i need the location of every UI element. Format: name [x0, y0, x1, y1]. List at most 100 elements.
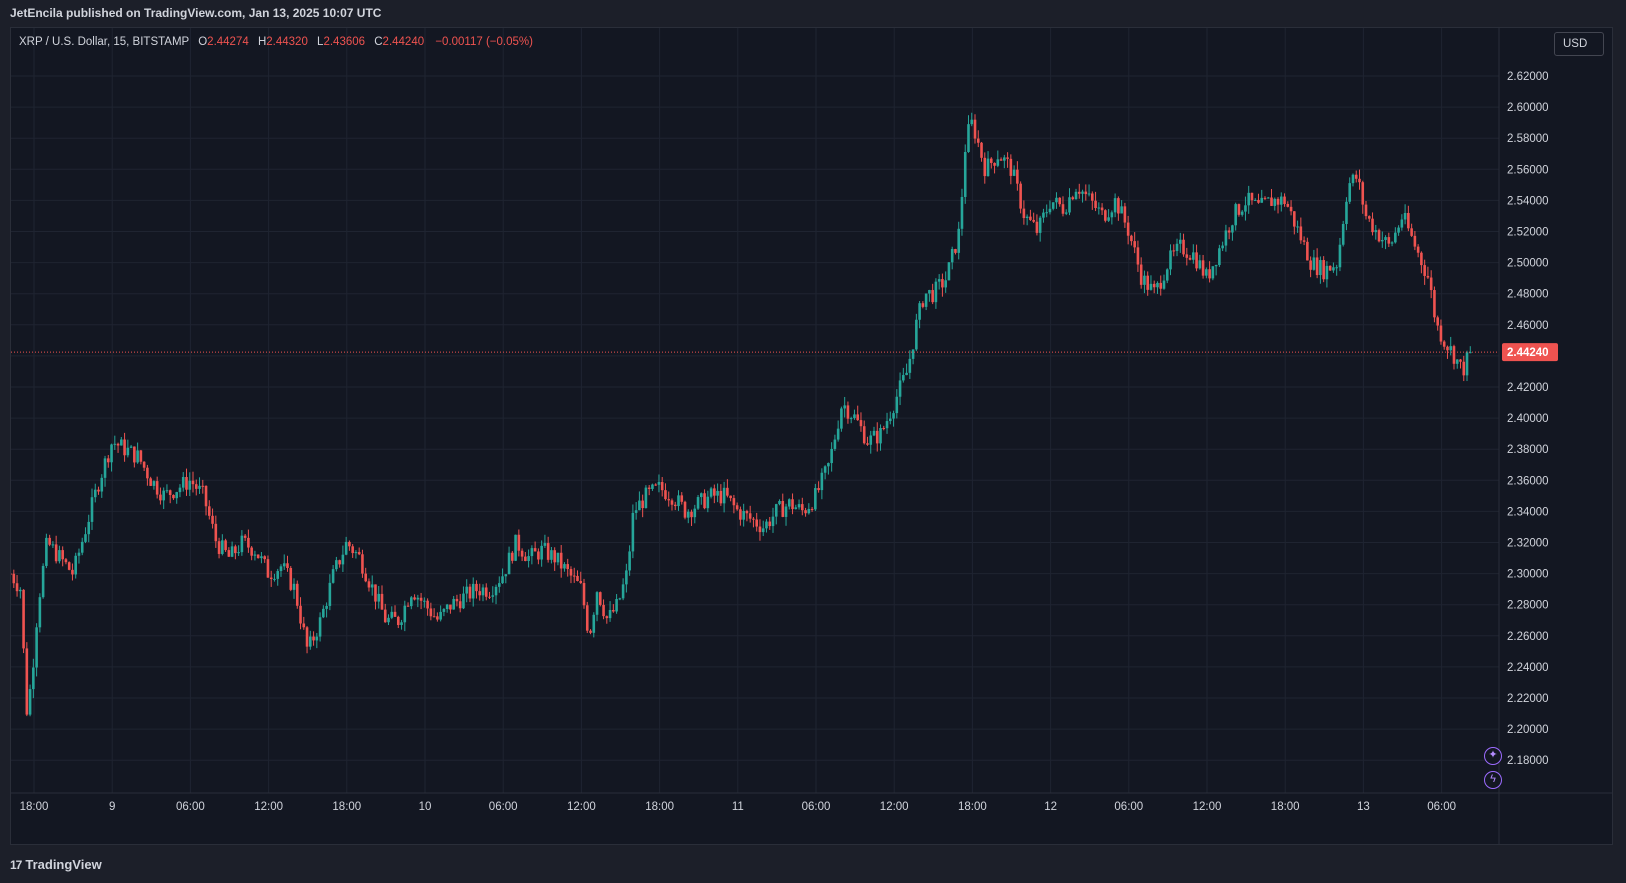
- candle-body: [670, 500, 674, 505]
- candle-body: [810, 508, 814, 510]
- candle-body: [957, 228, 961, 253]
- candle-body: [28, 689, 32, 715]
- candle-body: [1169, 250, 1172, 270]
- candle-body: [1081, 191, 1084, 194]
- candle-body: [312, 636, 315, 641]
- candle-body: [325, 605, 328, 609]
- candle-body: [211, 515, 214, 524]
- candle-body: [1175, 243, 1179, 251]
- candle-body: [1403, 212, 1407, 220]
- candle-body: [980, 142, 983, 158]
- candle-body: [905, 372, 908, 376]
- publisher-header: JetEncila published on TradingView.com, …: [10, 6, 382, 20]
- candle-body: [1172, 250, 1176, 252]
- y-tick-label: 2.56000: [1507, 164, 1549, 176]
- candle-body: [253, 554, 257, 556]
- candle-body: [12, 573, 16, 584]
- lightning-icon[interactable]: ϟ: [1484, 771, 1502, 789]
- candle-body: [282, 563, 286, 567]
- y-tick-label: 2.54000: [1507, 195, 1549, 207]
- candle-body: [181, 476, 185, 488]
- candle-body: [1156, 282, 1159, 288]
- candle-body: [693, 508, 697, 518]
- candle-body: [576, 575, 579, 582]
- chart-frame[interactable]: XRP / U.S. Dollar, 15, BITSTAMP O2.44274…: [10, 27, 1613, 845]
- candle-body: [1260, 197, 1264, 203]
- candle-body: [647, 487, 651, 489]
- currency-button[interactable]: USD: [1554, 32, 1604, 56]
- candle-body: [719, 490, 723, 504]
- y-tick-label: 2.28000: [1507, 600, 1549, 612]
- candle-body: [1120, 206, 1123, 214]
- candle-body: [1400, 219, 1404, 228]
- candle-body: [351, 546, 354, 554]
- tradingview-brand[interactable]: TradingView: [25, 857, 102, 872]
- candle-body: [1351, 174, 1355, 184]
- candle-body: [289, 567, 293, 590]
- candle-body: [1306, 241, 1309, 261]
- candle-body: [631, 512, 635, 552]
- candle-body: [1224, 230, 1228, 246]
- x-tick-label: 06:00: [802, 801, 831, 813]
- low-value: 2.43606: [323, 36, 366, 48]
- candle-body: [1263, 197, 1267, 199]
- candle-body: [165, 490, 169, 492]
- sparkle-icon[interactable]: ✦: [1484, 747, 1502, 765]
- candle-body: [269, 577, 273, 580]
- candle-body: [703, 493, 706, 509]
- close-label: C: [374, 36, 383, 48]
- candle-body: [436, 616, 439, 620]
- candle-body: [497, 583, 501, 587]
- candle-body: [396, 616, 400, 626]
- candle-body: [1312, 257, 1316, 270]
- candle-body: [84, 534, 87, 542]
- candle-body: [1084, 191, 1088, 195]
- x-tick-label: 12: [1044, 801, 1057, 813]
- candle-body: [1468, 352, 1472, 354]
- candle-body: [260, 556, 263, 559]
- candle-body: [569, 569, 573, 576]
- candle-body: [465, 586, 469, 594]
- candle-body: [240, 535, 244, 553]
- candle-body: [1192, 252, 1195, 260]
- candle-body: [393, 611, 397, 617]
- tradingview-logo-icon[interactable]: 17: [10, 857, 22, 872]
- candle-body: [1358, 178, 1361, 183]
- candle-body: [471, 583, 475, 599]
- y-tick-label: 2.46000: [1507, 320, 1549, 332]
- candle-body: [713, 488, 716, 496]
- candle-body: [481, 587, 485, 596]
- candle-body: [791, 499, 794, 510]
- candle-body: [266, 559, 270, 578]
- candle-body: [550, 550, 553, 560]
- candle-body: [836, 428, 840, 440]
- candle-body: [1214, 265, 1218, 267]
- candle-body: [1377, 230, 1381, 242]
- candle-body: [1289, 206, 1293, 212]
- candlestick-plot[interactable]: 2.62000 2.60000 2.58000 2.56000 2.54000 2.520…: [11, 28, 1613, 845]
- candle-body: [911, 349, 915, 359]
- candle-body: [1123, 206, 1127, 223]
- candle-body: [517, 534, 521, 551]
- candle-body: [1465, 352, 1469, 376]
- candle-body: [530, 548, 534, 557]
- candle-body: [67, 562, 71, 570]
- candle-body: [455, 598, 459, 602]
- candle-body: [598, 592, 602, 605]
- candle-body: [787, 499, 791, 507]
- candle-body: [344, 541, 348, 555]
- candle-body: [784, 506, 788, 517]
- candle-body: [1182, 239, 1185, 255]
- candle-body: [234, 546, 237, 554]
- candle-body: [579, 581, 583, 584]
- close-value: 2.44240: [382, 36, 425, 48]
- candle-body: [58, 550, 61, 562]
- candle-body: [1397, 227, 1400, 233]
- candle-body: [256, 554, 260, 559]
- candle-body: [950, 249, 954, 263]
- candle-body: [924, 293, 928, 307]
- candle-body: [830, 448, 833, 464]
- candle-body: [501, 576, 504, 584]
- candle-body: [820, 472, 824, 491]
- x-tick-label: 13: [1357, 801, 1370, 813]
